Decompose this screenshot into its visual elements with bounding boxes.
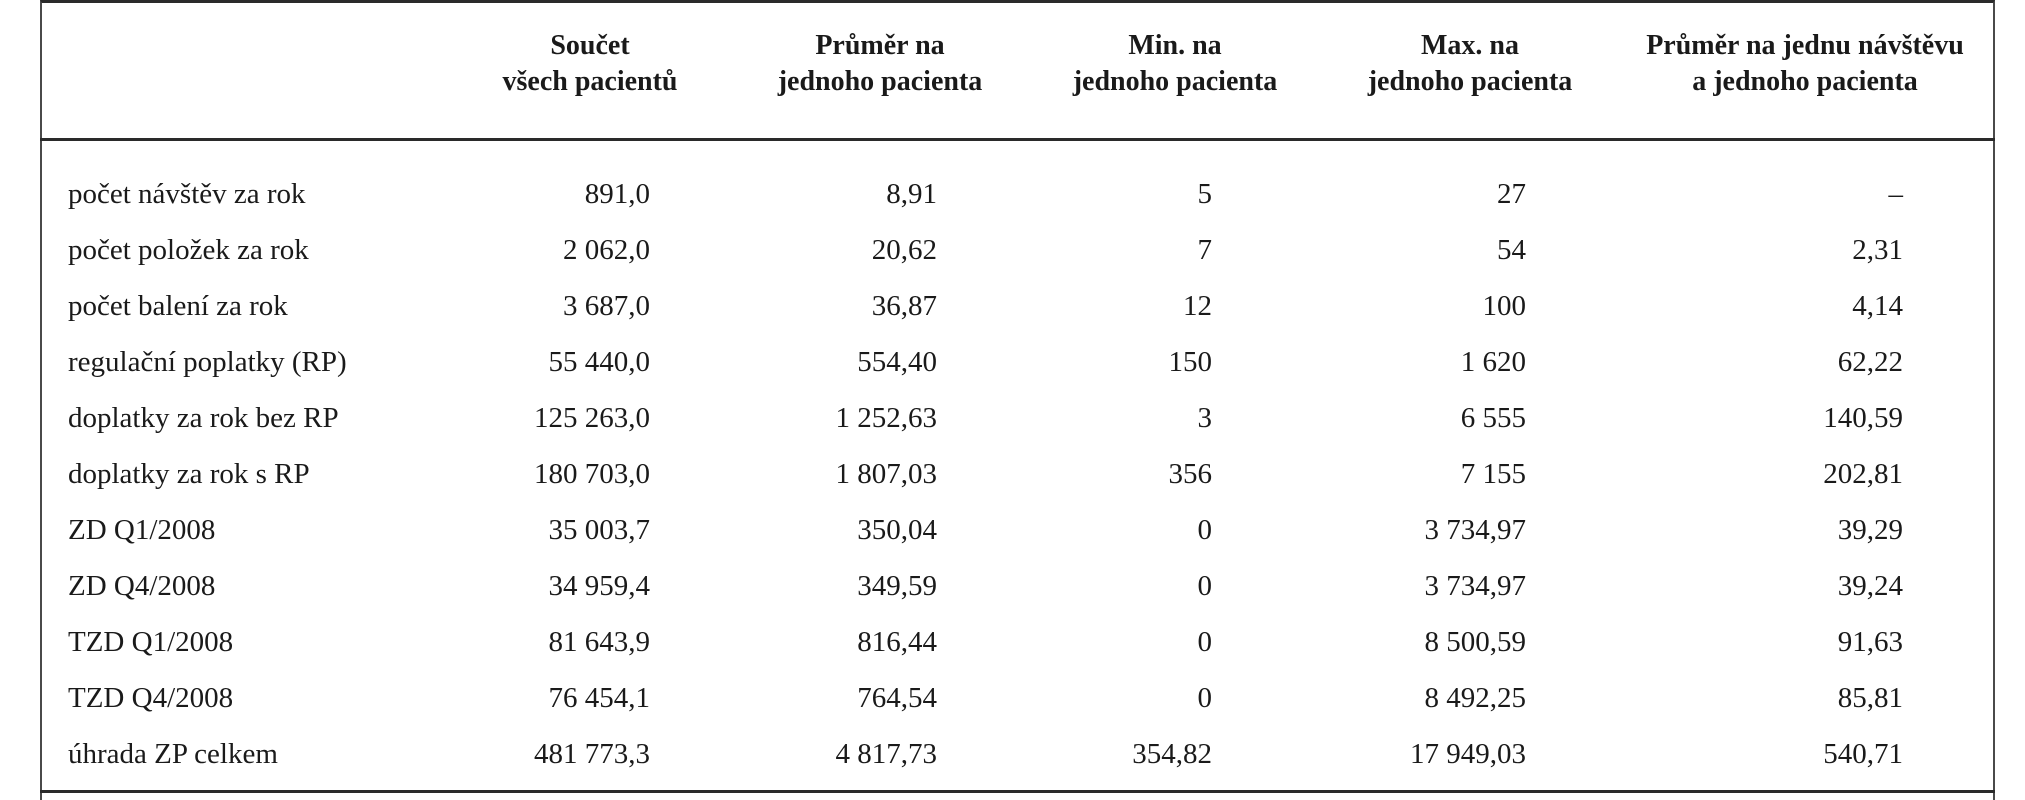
cell-sum: 76 454,1 xyxy=(548,682,651,714)
cell-min: 356 xyxy=(1168,458,1213,490)
column-header-line: všech pacientů xyxy=(502,66,678,97)
cell-avg-visit: 4,14 xyxy=(1852,290,1903,322)
header-divider xyxy=(40,138,1995,141)
column-header-sum: Součet všech pacientů xyxy=(490,28,690,100)
table-row: TZD Q4/2008 76 454,1 764,54 0 8 492,25 8… xyxy=(0,670,2025,726)
cell-min: 150 xyxy=(1168,346,1213,378)
cell-max: 17 949,03 xyxy=(1410,738,1526,770)
cell-min: 354,82 xyxy=(1132,738,1212,770)
cell-avg: 350,04 xyxy=(857,514,937,546)
column-header-avg-visit-patient: Průměr na jednu návštěvu a jednoho pacie… xyxy=(1615,28,1995,100)
row-label: doplatky za rok bez RP xyxy=(68,402,339,434)
row-label: počet položek za rok xyxy=(68,234,309,266)
cell-min: 0 xyxy=(1197,626,1213,658)
cell-sum: 891,0 xyxy=(584,178,650,210)
cell-avg-visit: 140,59 xyxy=(1823,402,1903,434)
column-header-line: Průměr na xyxy=(815,30,945,61)
column-header-line: a jednoho pacienta xyxy=(1692,66,1918,97)
cell-max: 3 734,97 xyxy=(1424,514,1527,546)
cell-avg-visit: 2,31 xyxy=(1852,234,1903,266)
row-label: ZD Q1/2008 xyxy=(68,514,216,546)
cell-sum: 55 440,0 xyxy=(548,346,651,378)
cell-avg-visit: 85,81 xyxy=(1837,682,1903,714)
column-header-line: jednoho pacienta xyxy=(777,66,983,97)
footer-divider xyxy=(40,790,1995,793)
table-row: ZD Q4/2008 34 959,4 349,59 0 3 734,97 39… xyxy=(0,558,2025,614)
table-row: počet položek za rok 2 062,0 20,62 7 54 … xyxy=(0,222,2025,278)
cell-min: 0 xyxy=(1197,682,1213,714)
table-row: TZD Q1/2008 81 643,9 816,44 0 8 500,59 9… xyxy=(0,614,2025,670)
cell-min: 7 xyxy=(1197,234,1213,266)
column-header-line: Průměr na jednu návštěvu xyxy=(1646,30,1964,61)
table-row: doplatky za rok bez RP 125 263,0 1 252,6… xyxy=(0,390,2025,446)
cell-max: 7 155 xyxy=(1460,458,1526,490)
row-label: TZD Q4/2008 xyxy=(68,682,234,714)
cell-max: 54 xyxy=(1497,234,1526,266)
cell-min: 0 xyxy=(1197,570,1213,602)
cell-sum: 35 003,7 xyxy=(548,514,651,546)
cell-min: 3 xyxy=(1197,402,1213,434)
column-header-line: Min. na xyxy=(1128,30,1222,61)
column-header-max-patient: Max. na jednoho pacienta xyxy=(1335,28,1605,100)
cell-sum: 125 263,0 xyxy=(534,402,650,434)
cell-sum: 3 687,0 xyxy=(563,290,650,322)
cell-avg: 4 817,73 xyxy=(835,738,938,770)
table-frame xyxy=(40,0,1995,800)
column-header-min-patient: Min. na jednoho pacienta xyxy=(1040,28,1310,100)
cell-max: 8 492,25 xyxy=(1424,682,1527,714)
cell-avg-visit: 540,71 xyxy=(1823,738,1903,770)
row-label: doplatky za rok s RP xyxy=(68,458,310,490)
cell-max: 3 734,97 xyxy=(1424,570,1527,602)
row-label: počet návštěv za rok xyxy=(68,178,306,210)
cell-avg-visit: 39,24 xyxy=(1837,570,1903,602)
cell-sum: 2 062,0 xyxy=(563,234,650,266)
cell-avg-visit: – xyxy=(1888,178,1904,210)
cell-min: 5 xyxy=(1197,178,1213,210)
cell-max: 1 620 xyxy=(1460,346,1526,378)
cell-avg: 20,62 xyxy=(871,234,937,266)
cell-sum: 34 959,4 xyxy=(548,570,651,602)
table-row: počet návštěv za rok 891,0 8,91 5 27 – xyxy=(0,166,2025,222)
table-row: regulační poplatky (RP) 55 440,0 554,40 … xyxy=(0,334,2025,390)
cell-avg-visit: 62,22 xyxy=(1837,346,1903,378)
cell-max: 8 500,59 xyxy=(1424,626,1527,658)
cell-avg: 816,44 xyxy=(857,626,937,658)
cell-min: 0 xyxy=(1197,514,1213,546)
cell-max: 100 xyxy=(1482,290,1527,322)
cell-avg: 1 252,63 xyxy=(835,402,938,434)
column-header-line: Max. na xyxy=(1421,30,1519,61)
column-header-line: jednoho pacienta xyxy=(1072,66,1278,97)
cell-avg: 1 807,03 xyxy=(835,458,938,490)
cell-avg-visit: 91,63 xyxy=(1837,626,1903,658)
row-label: ZD Q4/2008 xyxy=(68,570,216,602)
row-label: počet balení za rok xyxy=(68,290,288,322)
column-header-avg-patient: Průměr na jednoho pacienta xyxy=(745,28,1015,100)
row-label: úhrada ZP celkem xyxy=(68,738,278,770)
cell-sum: 81 643,9 xyxy=(548,626,651,658)
cell-avg: 349,59 xyxy=(857,570,937,602)
table-row: doplatky za rok s RP 180 703,0 1 807,03 … xyxy=(0,446,2025,502)
row-label: TZD Q1/2008 xyxy=(68,626,234,658)
table-row: ZD Q1/2008 35 003,7 350,04 0 3 734,97 39… xyxy=(0,502,2025,558)
cell-avg: 764,54 xyxy=(857,682,937,714)
cell-max: 6 555 xyxy=(1460,402,1526,434)
cell-avg: 8,91 xyxy=(886,178,937,210)
table-row: počet balení za rok 3 687,0 36,87 12 100… xyxy=(0,278,2025,334)
cell-min: 12 xyxy=(1183,290,1212,322)
cell-max: 27 xyxy=(1497,178,1526,210)
table-row: úhrada ZP celkem 481 773,3 4 817,73 354,… xyxy=(0,726,2025,782)
cell-sum: 180 703,0 xyxy=(534,458,650,490)
cell-avg: 554,40 xyxy=(857,346,937,378)
column-header-line: jednoho pacienta xyxy=(1367,66,1573,97)
cell-avg-visit: 39,29 xyxy=(1837,514,1903,546)
cell-sum: 481 773,3 xyxy=(534,738,650,770)
row-label: regulační poplatky (RP) xyxy=(68,346,347,378)
column-header-line: Součet xyxy=(550,30,630,61)
cell-avg-visit: 202,81 xyxy=(1823,458,1903,490)
cell-avg: 36,87 xyxy=(871,290,937,322)
